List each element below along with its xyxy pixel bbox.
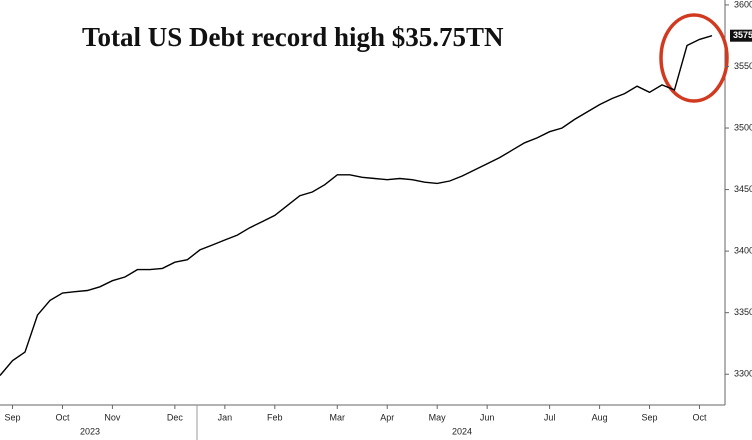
y-tick-label: 3550 bbox=[734, 61, 752, 71]
x-tick-label: Jul bbox=[544, 412, 556, 422]
last-value-label: 3575 bbox=[733, 30, 752, 40]
year-label: 2023 bbox=[80, 426, 100, 436]
y-tick-label: 3600 bbox=[734, 0, 752, 9]
year-label: 2024 bbox=[452, 426, 472, 436]
x-tick-label: Jun bbox=[480, 412, 495, 422]
y-tick-label: 3500 bbox=[734, 122, 752, 132]
y-tick-label: 3350 bbox=[734, 307, 752, 317]
x-tick-label: Apr bbox=[380, 412, 394, 422]
line-series bbox=[0, 35, 713, 376]
x-tick-label: Mar bbox=[330, 412, 346, 422]
x-tick-label: Jan bbox=[218, 412, 233, 422]
x-tick-label: Sep bbox=[642, 412, 658, 422]
x-tick-label: Oct bbox=[693, 412, 708, 422]
y-tick-label: 3300 bbox=[734, 369, 752, 379]
x-tick-label: Sep bbox=[4, 412, 20, 422]
last-value-box bbox=[730, 29, 752, 42]
x-tick-label: Feb bbox=[267, 412, 283, 422]
highlight-circle bbox=[659, 13, 729, 103]
y-tick-label: 3400 bbox=[734, 245, 752, 255]
y-tick-label: 3450 bbox=[734, 184, 752, 194]
x-tick-label: Nov bbox=[104, 412, 121, 422]
chart-title: Total US Debt record high $35.75TN bbox=[82, 22, 504, 52]
x-tick-label: Aug bbox=[592, 412, 608, 422]
x-tick-label: Oct bbox=[55, 412, 70, 422]
x-tick-label: May bbox=[429, 412, 447, 422]
x-tick-label: Dec bbox=[167, 412, 184, 422]
